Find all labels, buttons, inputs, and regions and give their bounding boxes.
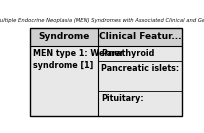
Text: Pituitary:: Pituitary: xyxy=(101,94,144,103)
Text: Parathyroid: Parathyroid xyxy=(101,49,155,58)
Bar xyxy=(30,28,182,116)
Bar xyxy=(30,28,182,46)
Bar xyxy=(30,46,182,116)
Text: Table 5. Multiple Endocrine Neoplasia (MEN) Syndromes with Associated Clinical a: Table 5. Multiple Endocrine Neoplasia (M… xyxy=(0,18,204,23)
Text: Clinical Featur...: Clinical Featur... xyxy=(99,32,181,41)
Text: MEN type 1: Werner
syndrome [1]: MEN type 1: Werner syndrome [1] xyxy=(33,49,124,70)
Text: Pancreatic islets:: Pancreatic islets: xyxy=(101,64,180,73)
Text: Syndrome: Syndrome xyxy=(39,32,90,41)
